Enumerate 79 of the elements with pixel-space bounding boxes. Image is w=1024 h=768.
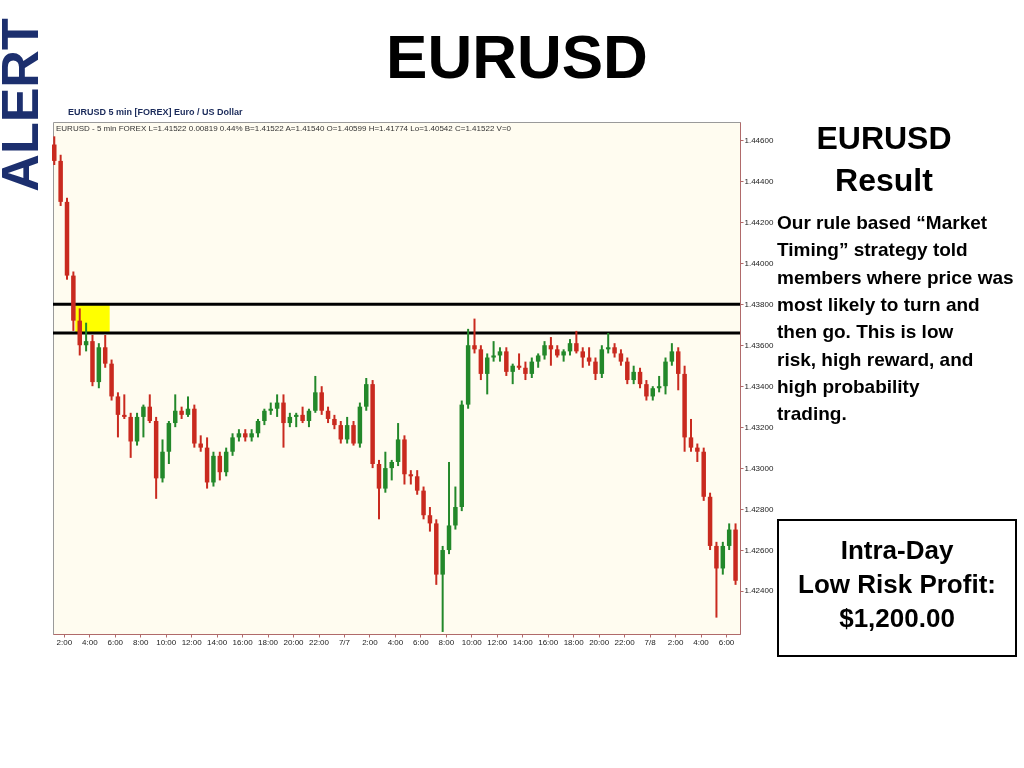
x-tick-label: 6:00 [413, 637, 430, 647]
candlestick [281, 393, 286, 449]
y-tick-label: 1.42600 [744, 545, 774, 555]
y-tick-label: 1.44000 [744, 258, 774, 268]
x-tick-label: 18:00 [563, 637, 585, 647]
x-tick-label: 16:00 [538, 637, 559, 647]
candlestick [230, 432, 235, 457]
text: Intra-Day Low Risk Profit: $1,200.00 [798, 535, 996, 633]
candlestick [625, 356, 630, 386]
candlestick [669, 342, 675, 367]
candlestick [453, 485, 458, 531]
candlestick [102, 333, 108, 369]
candlestick [574, 329, 579, 355]
text: Our rule based “Market Timing” strategy told members where price was most likely to turn and then go. This is low risk, high reward, and high probability trading. [777, 212, 1014, 425]
text: EURUSD Result [816, 120, 952, 198]
x-tick-label: 12:00 [487, 637, 508, 647]
y-tick-label: 1.44200 [744, 217, 774, 227]
x-tick-label: 10:00 [156, 637, 177, 647]
candlestick [395, 422, 401, 468]
y-tick-label: 1.43400 [744, 381, 774, 391]
candlestick [141, 403, 146, 439]
candlestick [510, 362, 515, 386]
candlestick [580, 346, 585, 369]
y-tick-label: 1.44400 [744, 176, 774, 186]
candlestick [593, 356, 598, 382]
x-tick-label: 6:00 [107, 637, 124, 647]
x-tick-label: 22:00 [614, 637, 636, 647]
x-tick-label: 7/8 [644, 637, 657, 647]
x-tick-label: 2:00 [362, 637, 379, 647]
candlestick [472, 317, 477, 355]
y-tick-label: 1.42800 [744, 504, 774, 514]
x-tick-label: 4:00 [693, 637, 710, 647]
text: ALERT [0, 18, 49, 192]
candlestick [351, 420, 356, 447]
x-tick-label: 2:00 [667, 637, 684, 647]
candlestick [644, 379, 649, 402]
candlestick [688, 417, 694, 453]
x-tick-label: 20:00 [283, 637, 305, 647]
annotation: EURUSD - 5 min FOREX L=1.41522 0.00819 0.44% B=1.41522 A=1.41540 O=1.40599 H=1.41774 Lo=1.40542 C=1.41522 V=0 [56, 124, 512, 133]
chart-subtitle: EURUSD 5 min [FOREX] Euro / US Dollar [68, 107, 244, 117]
candlestick [389, 458, 394, 482]
x-tick-label: 8:00 [132, 637, 150, 647]
y-tick-label: 1.44600 [744, 135, 774, 145]
candlestick [714, 540, 719, 619]
candlestick [523, 360, 528, 382]
y-tick-label: 1.42400 [744, 586, 774, 596]
candlestick [504, 346, 509, 377]
candlestick [675, 346, 681, 392]
x-tick-label: 8:00 [438, 637, 455, 647]
candlestick [52, 135, 57, 167]
y-tick-label: 1.43800 [744, 299, 774, 309]
x-tick-label: 6:00 [718, 637, 735, 647]
x-tick-label: 16:00 [232, 637, 254, 647]
candlestick [313, 374, 318, 414]
x-tick-label: 4:00 [387, 637, 404, 647]
candlestick [115, 391, 121, 439]
x-tick-label: 14:00 [207, 637, 228, 647]
candlestick [695, 442, 700, 463]
x-tick-label: 14:00 [512, 637, 534, 647]
candlestick [491, 340, 496, 363]
x-tick-label: 2:00 [56, 637, 73, 647]
candlestick [319, 385, 324, 416]
candlestick [631, 364, 636, 386]
x-tick-label: 7/7 [338, 637, 351, 647]
x-tick-label: 18:00 [258, 637, 279, 647]
y-tick-label: 1.43600 [744, 340, 774, 350]
candlestick [542, 340, 547, 361]
candlestick [383, 450, 388, 494]
x-tick-label: 4:00 [82, 637, 99, 647]
candlestick [122, 393, 127, 420]
x-tick-label: 10:00 [461, 637, 483, 647]
candlestick [414, 469, 420, 496]
x-tick-label: 12:00 [181, 637, 203, 647]
candlestick [364, 377, 369, 412]
x-tick-label: 20:00 [589, 637, 610, 647]
y-tick-label: 1.43200 [744, 422, 774, 432]
chart-title: EURUSD [386, 22, 648, 91]
y-tick-label: 1.43000 [744, 463, 774, 473]
x-tick-label: 22:00 [308, 637, 330, 647]
